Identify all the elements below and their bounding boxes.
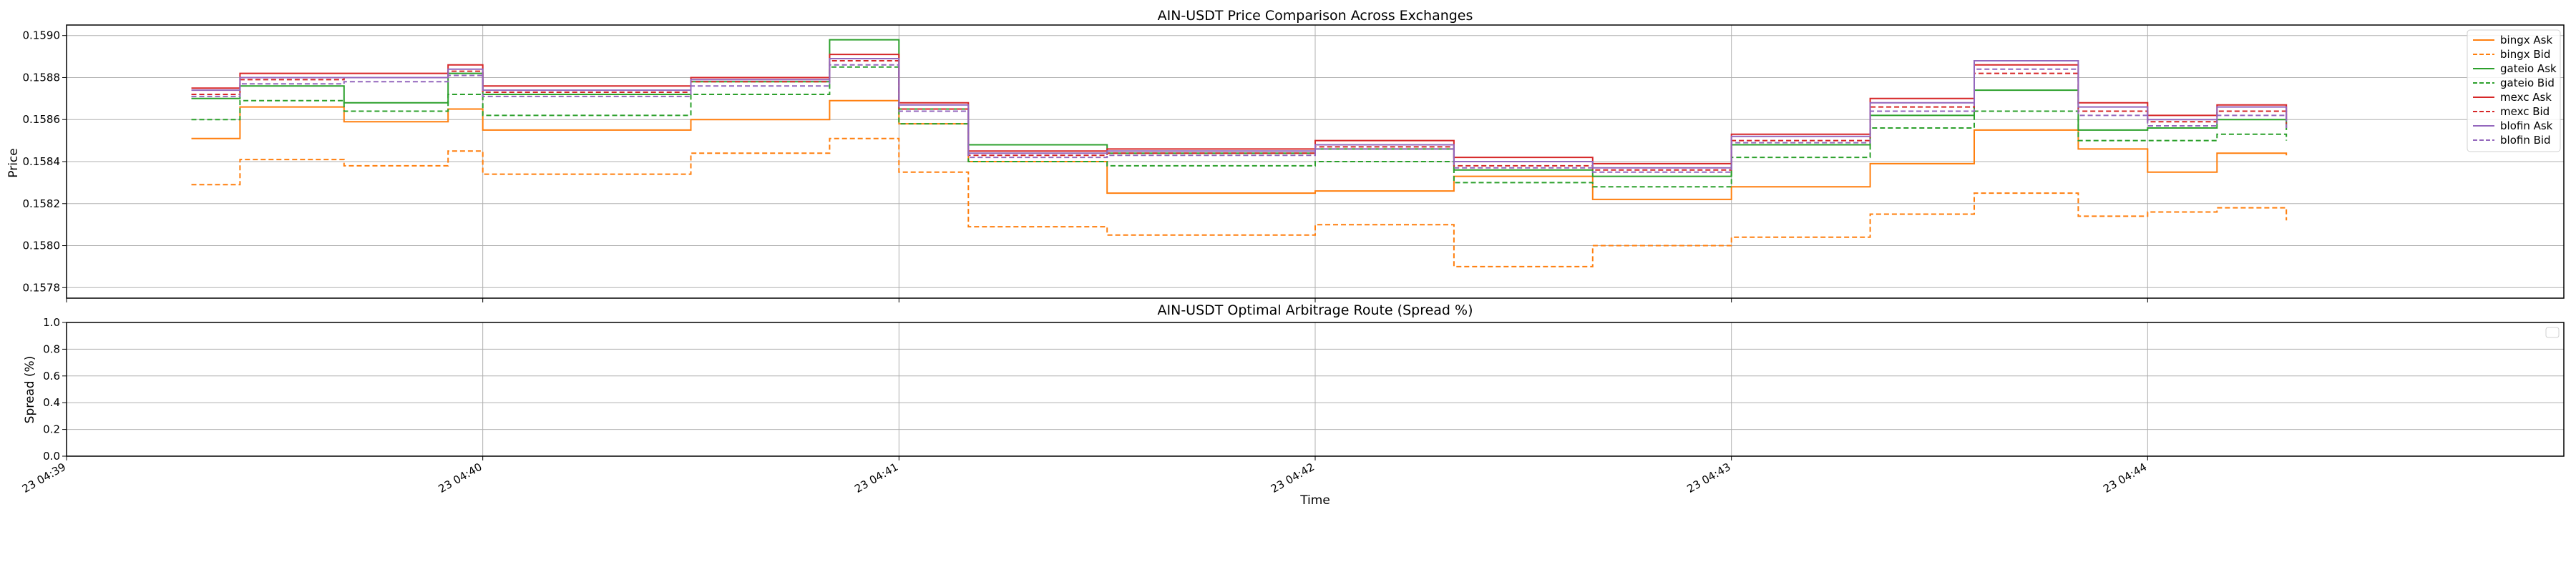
price-y-axis-label: Price — [6, 148, 21, 177]
spread-y-axis-label: Spread (%) — [23, 356, 37, 424]
series-line-blofin-ask — [191, 58, 2288, 169]
price-y-tick-label: 0.1584 — [23, 155, 61, 168]
price-y-tick-label: 0.1590 — [23, 29, 61, 42]
series-line-blofin-bid — [191, 64, 2288, 173]
price-y-tick-label: 0.1582 — [23, 197, 61, 210]
spread-y-tick-label: 0.0 — [43, 450, 60, 463]
spread-y-tick-label: 0.8 — [43, 342, 60, 355]
time-x-axis-label: Time — [1299, 493, 1330, 508]
legend-entry: mexc Bid — [2500, 105, 2550, 118]
time-x-tick-label: 23 04:44 — [2101, 460, 2149, 495]
series-line-gateio-bid — [191, 66, 2288, 188]
legend-entry: gateio Ask — [2500, 62, 2557, 75]
legend-entry: mexc Ask — [2500, 91, 2552, 104]
price-y-tick-label: 0.1578 — [23, 281, 61, 294]
legend-entry: blofin Bid — [2500, 134, 2551, 147]
spread-chart: AIN-USDT Optimal Arbitrage Route (Spread… — [20, 302, 2565, 508]
price-comparison-chart: AIN-USDT Price Comparison Across Exchang… — [6, 8, 2565, 302]
price-y-tick-label: 0.1588 — [23, 71, 61, 84]
time-x-tick-label: 23 04:41 — [852, 460, 900, 495]
time-x-tick-label: 23 04:39 — [20, 460, 68, 495]
price-y-tick-label: 0.1580 — [23, 240, 61, 252]
spread-plot-frame — [66, 322, 2565, 457]
time-x-tick-label: 23 04:42 — [1269, 460, 1317, 495]
spread-chart-title: AIN-USDT Optimal Arbitrage Route (Spread… — [1158, 302, 1473, 318]
legend-entry: bingx Bid — [2500, 48, 2550, 61]
series-line-bingx-ask — [191, 99, 2288, 200]
series-line-mexc-bid — [191, 60, 2288, 171]
spread-x-ticks: 23 04:39 23 04:40 23 04:41 23 04:42 23 04:43… — [20, 456, 2149, 495]
series-line-bingx-bid — [191, 137, 2288, 267]
spread-y-tick-label: 0.6 — [43, 370, 60, 383]
spread-empty-legend — [2545, 327, 2560, 338]
price-series-lines — [191, 39, 2288, 267]
spread-y-ticks: 0.0 0.2 0.4 0.6 0.8 1.0 — [43, 316, 67, 463]
series-line-mexc-ask — [191, 54, 2288, 164]
legend-entry: bingx Ask — [2500, 34, 2552, 46]
spread-grid — [66, 322, 2564, 457]
price-y-ticks: 0.1578 0.1580 0.1582 0.1584 0.1586 0.1588 0.15… — [23, 29, 67, 294]
time-x-tick-label: 23 04:43 — [1685, 460, 1733, 495]
price-y-tick-label: 0.1586 — [23, 113, 61, 126]
spread-y-tick-label: 0.4 — [43, 396, 60, 409]
spread-y-tick-label: 0.2 — [43, 423, 60, 436]
legend-entry: gateio Bid — [2500, 77, 2555, 89]
spread-y-tick-label: 1.0 — [43, 316, 60, 329]
price-plot-frame — [66, 24, 2565, 299]
price-chart-title: AIN-USDT Price Comparison Across Exchang… — [1158, 8, 1473, 24]
legend-entry: blofin Ask — [2500, 119, 2553, 132]
legend-box — [2467, 29, 2561, 152]
time-x-tick-label: 23 04:40 — [436, 460, 484, 495]
